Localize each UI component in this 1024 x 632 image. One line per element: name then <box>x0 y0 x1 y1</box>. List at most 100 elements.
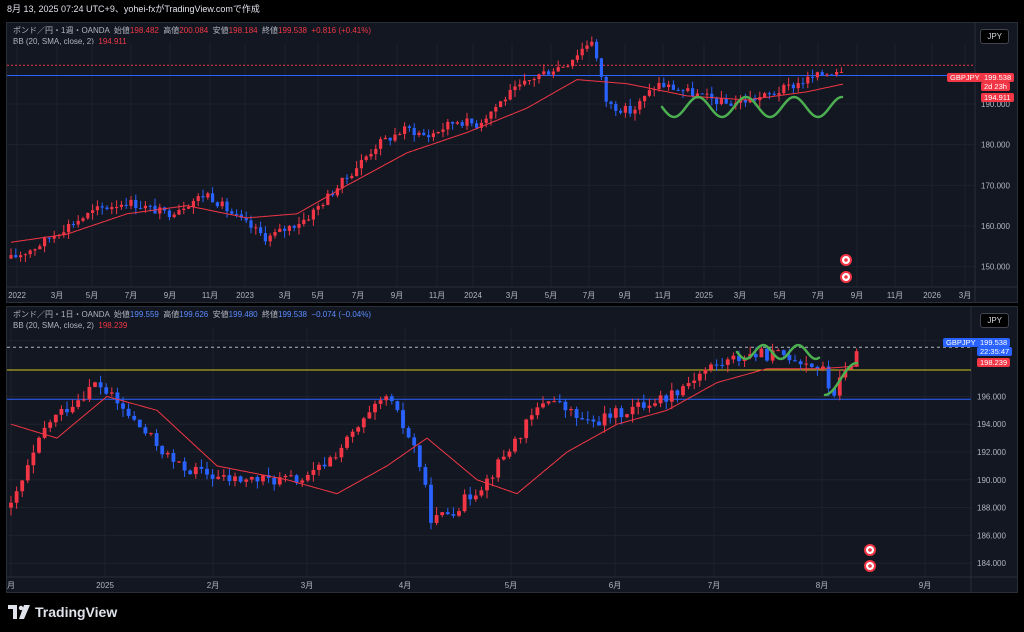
candle-body <box>763 93 767 98</box>
candle-body <box>791 84 795 89</box>
candle-body <box>206 193 210 198</box>
candle-body <box>527 80 531 82</box>
candle-body <box>793 360 797 362</box>
candle-body <box>806 76 810 84</box>
candle-body <box>33 249 37 251</box>
economic-event-marker[interactable] <box>864 544 876 556</box>
candle-body <box>753 354 758 358</box>
candle-body <box>739 99 743 103</box>
candle-body <box>86 212 90 219</box>
candle-body <box>177 209 181 215</box>
candle-body <box>239 214 243 218</box>
candle-body <box>575 55 579 60</box>
tradingview-logo[interactable]: TradingView <box>8 600 117 624</box>
time-tick-label: 3月 <box>734 291 746 300</box>
tradingview-logo-text: TradingView <box>35 604 118 620</box>
time-tick-label: 7月 <box>352 291 364 300</box>
candle-body <box>238 476 243 482</box>
price-tick-label: 160.000 <box>981 222 1010 231</box>
weekly-currency-button[interactable]: JPY <box>980 29 1009 44</box>
weekly-low: 198.184 <box>228 26 258 35</box>
candle-body <box>115 206 119 208</box>
time-tick-label: 7月 <box>812 291 824 300</box>
time-tick-label: 8月 <box>816 581 828 590</box>
candle-body <box>657 82 661 90</box>
candle-body <box>422 132 426 136</box>
candle-body <box>109 392 114 394</box>
weekly-chart-canvas[interactable]: 150.000 160.000 170.000 180.000 190.000 2022 3… <box>7 23 1017 302</box>
candle-body <box>356 427 361 432</box>
daily-chart-panel[interactable]: ポンド／円・1日・OANDA 始値199.559 高値199.626 安値199… <box>6 306 1018 593</box>
chart-grid <box>7 43 975 287</box>
candle-body <box>609 101 613 105</box>
time-tick-label: 11月 <box>429 291 445 300</box>
weekly-legend: ポンド／円・1週・OANDA 始値198.482 高値200.084 安値198… <box>13 25 371 47</box>
candle-body <box>429 484 433 523</box>
candle-body <box>71 223 75 225</box>
weekly-close: 199.538 <box>278 26 307 35</box>
candle-body <box>434 515 439 523</box>
screenshot-header: 8月 13, 2025 07:24 UTC+9、yohei-fxがTrading… <box>0 0 1024 18</box>
candle-body <box>393 134 397 141</box>
price-tick-label: 190.000 <box>977 476 1006 485</box>
time-tick-label: 2024 <box>464 291 482 300</box>
daily-indicator-line[interactable]: BB (20, SMA, close, 2) 198.239 <box>13 320 371 331</box>
weekly-ohlc-line: ポンド／円・1週・OANDA 始値198.482 高値200.084 安値198… <box>13 26 372 35</box>
wave-annotation[interactable] <box>735 343 821 361</box>
economic-event-marker[interactable] <box>840 254 852 266</box>
candle-body <box>623 105 627 113</box>
economic-event-marker[interactable] <box>864 560 876 572</box>
candle-body <box>244 479 249 482</box>
candle-body <box>541 403 545 408</box>
candle-body <box>76 220 80 225</box>
candle-body <box>182 461 187 471</box>
candle-body <box>201 196 205 198</box>
candle-body <box>667 84 671 88</box>
candle-body <box>210 474 215 479</box>
daily-currency-button[interactable]: JPY <box>980 313 1009 328</box>
economic-event-marker[interactable] <box>840 271 852 283</box>
candle-body <box>345 177 349 179</box>
candle-body <box>139 208 143 210</box>
candle-body <box>244 217 248 221</box>
candle-body <box>709 364 713 370</box>
daily-ohlc-line: ポンド／円・1日・OANDA 始値199.559 高値199.626 安値199… <box>13 310 372 319</box>
candle-body <box>220 201 224 207</box>
time-tick-label: 3月 <box>51 291 63 300</box>
chart-grid <box>7 327 971 577</box>
candle-body <box>551 71 555 75</box>
candle-body <box>196 196 200 202</box>
candle-body <box>513 86 517 91</box>
candle-body <box>633 109 637 114</box>
daily-legend: ポンド／円・1日・OANDA 始値199.559 高値199.626 安値199… <box>13 309 371 331</box>
candle-body <box>854 351 859 367</box>
candle-body <box>815 366 820 369</box>
candle-body <box>95 206 99 211</box>
candle-body <box>537 74 541 80</box>
weekly-indicator-line[interactable]: BB (20, SMA, close, 2) 194.911 <box>13 36 371 47</box>
candle-body <box>468 494 473 500</box>
candle-body <box>300 480 305 483</box>
candle-body <box>42 427 47 438</box>
candle-body <box>398 134 402 136</box>
candle-body <box>499 101 503 108</box>
daily-chart-canvas[interactable]: 184.000 186.000 188.000 190.000 192.000 194.0… <box>7 307 1017 592</box>
candle-body <box>160 445 165 455</box>
weekly-chart-panel[interactable]: ポンド／円・1週・OANDA 始値198.482 高値200.084 安値198… <box>6 22 1018 303</box>
candle-body <box>388 137 392 141</box>
candle-body <box>406 428 411 438</box>
candle-body <box>134 199 138 209</box>
wave-annotation[interactable] <box>823 361 859 397</box>
candle-body <box>518 84 522 87</box>
candle-body <box>294 475 299 483</box>
wave-annotation[interactable] <box>660 95 844 119</box>
candle-body <box>724 98 728 104</box>
candle-body <box>100 206 104 208</box>
daily-price-tag: 199.538 <box>977 338 1011 347</box>
daily-change: −0.074 (−0.04%) <box>311 310 372 319</box>
weekly-indicator-value: 194.911 <box>98 37 127 46</box>
candle-body <box>731 355 736 360</box>
candle-body <box>801 83 805 85</box>
daily-countdown-tag: 22:35:47 <box>977 347 1013 356</box>
candle-body <box>479 490 484 496</box>
